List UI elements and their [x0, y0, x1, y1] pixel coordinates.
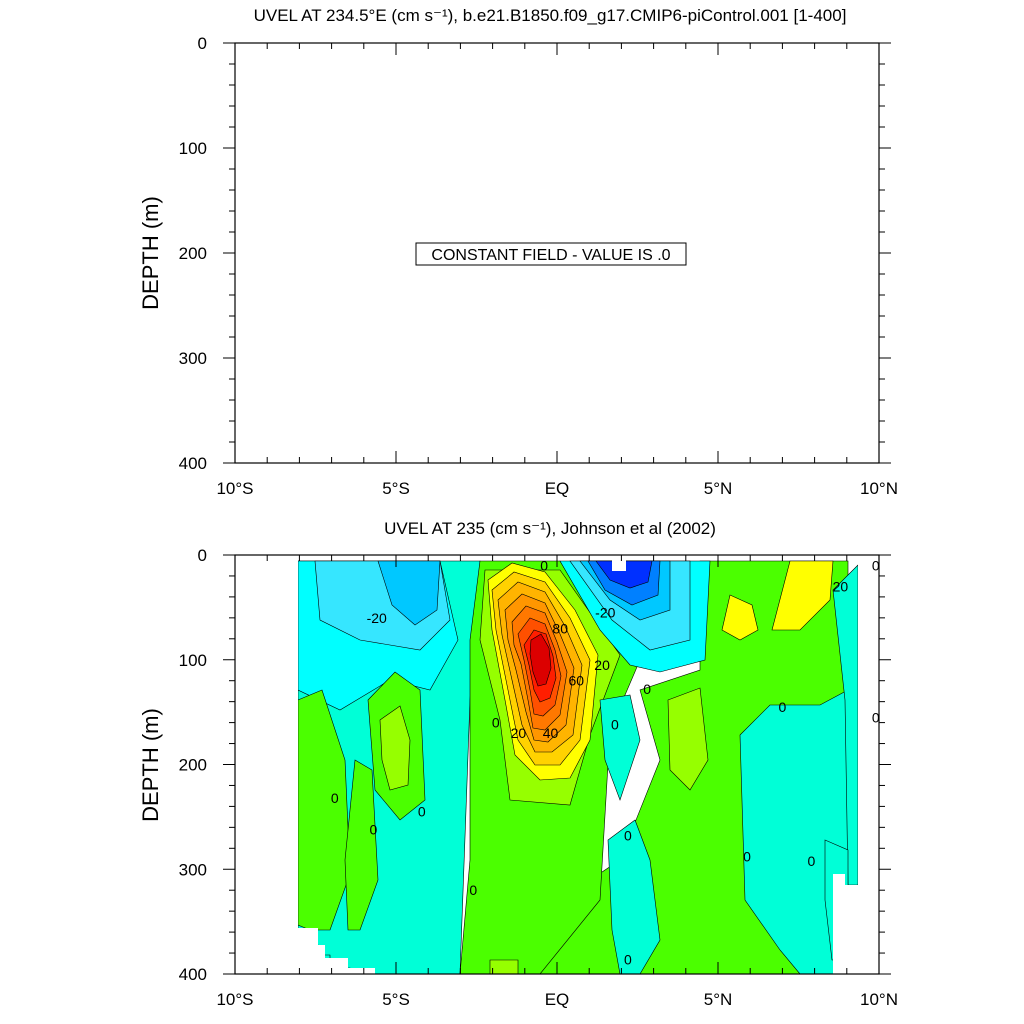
region-deep-aqua-lobe	[607, 819, 661, 974]
missing-data-west	[235, 555, 298, 974]
contour-label: 0	[872, 709, 880, 725]
region-mid-aqua-lobe	[599, 694, 641, 801]
region-west-green-3	[344, 759, 379, 931]
missing-data-notch	[612, 555, 626, 571]
missing-data-east	[858, 555, 879, 974]
top-axis-ticks: 10°S 5°S EQ 5°N 10°N 0 100 200 300 400	[179, 34, 898, 498]
x-tick-label: 5°N	[704, 479, 733, 498]
region-east-aqua-right	[739, 689, 849, 974]
bottom-field	[235, 555, 879, 974]
x-tick-label: EQ	[545, 990, 570, 1009]
contour-label: 0	[611, 717, 619, 733]
x-tick-label: 10°S	[216, 479, 253, 498]
x-tick-label: 5°N	[704, 990, 733, 1009]
contour-label: 20	[511, 725, 527, 741]
top-panel: UVEL AT 234.5°E (cm s⁻¹), b.e21.B1850.f0…	[138, 6, 898, 498]
x-tick-label: EQ	[545, 479, 570, 498]
contour-label: 0	[331, 790, 339, 806]
contour-label: 20	[594, 657, 610, 673]
y-tick-label: 0	[198, 34, 207, 53]
y-tick-label: 400	[179, 454, 207, 473]
constant-field-frame	[415, 242, 687, 266]
top-y-axis-label: DEPTH (m)	[138, 196, 163, 310]
bottom-y-axis-label: DEPTH (m)	[138, 708, 163, 822]
region-west-light-green	[379, 705, 411, 791]
missing-data-southeast	[833, 874, 858, 974]
region-small-green-blob	[489, 959, 519, 974]
contour-label: 20	[833, 578, 849, 594]
y-tick-label: 100	[179, 651, 207, 670]
contour-label: 0	[370, 821, 378, 837]
top-constant-field-box: CONSTANT FIELD - VALUE IS .0	[415, 242, 687, 266]
y-tick-label: 300	[179, 860, 207, 879]
contour-label: 0	[540, 557, 548, 573]
bottom-panel-title: UVEL AT 235 (cm s⁻¹), Johnson et al (200…	[384, 519, 716, 538]
contour-label: 0	[779, 699, 787, 715]
bottom-panel: UVEL AT 235 (cm s⁻¹), Johnson et al (200…	[138, 519, 898, 1009]
y-tick-label: 300	[179, 349, 207, 368]
y-tick-label: 0	[198, 546, 207, 565]
x-tick-label: 5°S	[382, 990, 410, 1009]
y-tick-label: 200	[179, 244, 207, 263]
x-tick-label: 5°S	[382, 479, 410, 498]
region-jet-core	[529, 633, 552, 687]
constant-field-annotation: CONSTANT FIELD - VALUE IS .0	[431, 247, 670, 264]
contour-label: 0	[872, 557, 880, 573]
region-west-green-2	[297, 689, 351, 931]
region-east-yellow	[771, 560, 834, 631]
y-tick-label: 100	[179, 139, 207, 158]
missing-data-southwest	[298, 928, 375, 974]
contour-label: 0	[643, 681, 651, 697]
top-panel-title: UVEL AT 234.5°E (cm s⁻¹), b.e21.B1850.f0…	[254, 6, 847, 25]
contour-label: 0	[624, 951, 632, 967]
region-east-yellow-small	[721, 594, 759, 641]
contour-label: 0	[807, 853, 815, 869]
contour-label: 0	[492, 715, 500, 731]
contour-label: 80	[552, 620, 568, 636]
contour-label: 0	[743, 849, 751, 865]
x-tick-label: 10°N	[860, 990, 898, 1009]
region-neg-core-dark-blue	[595, 560, 653, 589]
contour-label: -20	[595, 605, 615, 621]
region-neg-west-sky	[377, 560, 441, 626]
contour-label: 40	[543, 725, 559, 741]
x-tick-label: 10°N	[860, 479, 898, 498]
contour-label: -20	[367, 610, 387, 626]
contour-label: 0	[624, 828, 632, 844]
contour-labels: 0 -20 -20 80 60 20 20 40 20 0 0 0 0 0 0 0 0 0 0 0 0 0 0	[331, 557, 880, 967]
x-tick-label: 10°S	[216, 990, 253, 1009]
contour-label: 60	[569, 673, 585, 689]
y-tick-label: 200	[179, 756, 207, 775]
y-tick-label: 400	[179, 965, 207, 984]
contour-label: 0	[418, 804, 426, 820]
region-east-green-lobe	[667, 687, 709, 791]
contour-label: 0	[469, 882, 477, 898]
